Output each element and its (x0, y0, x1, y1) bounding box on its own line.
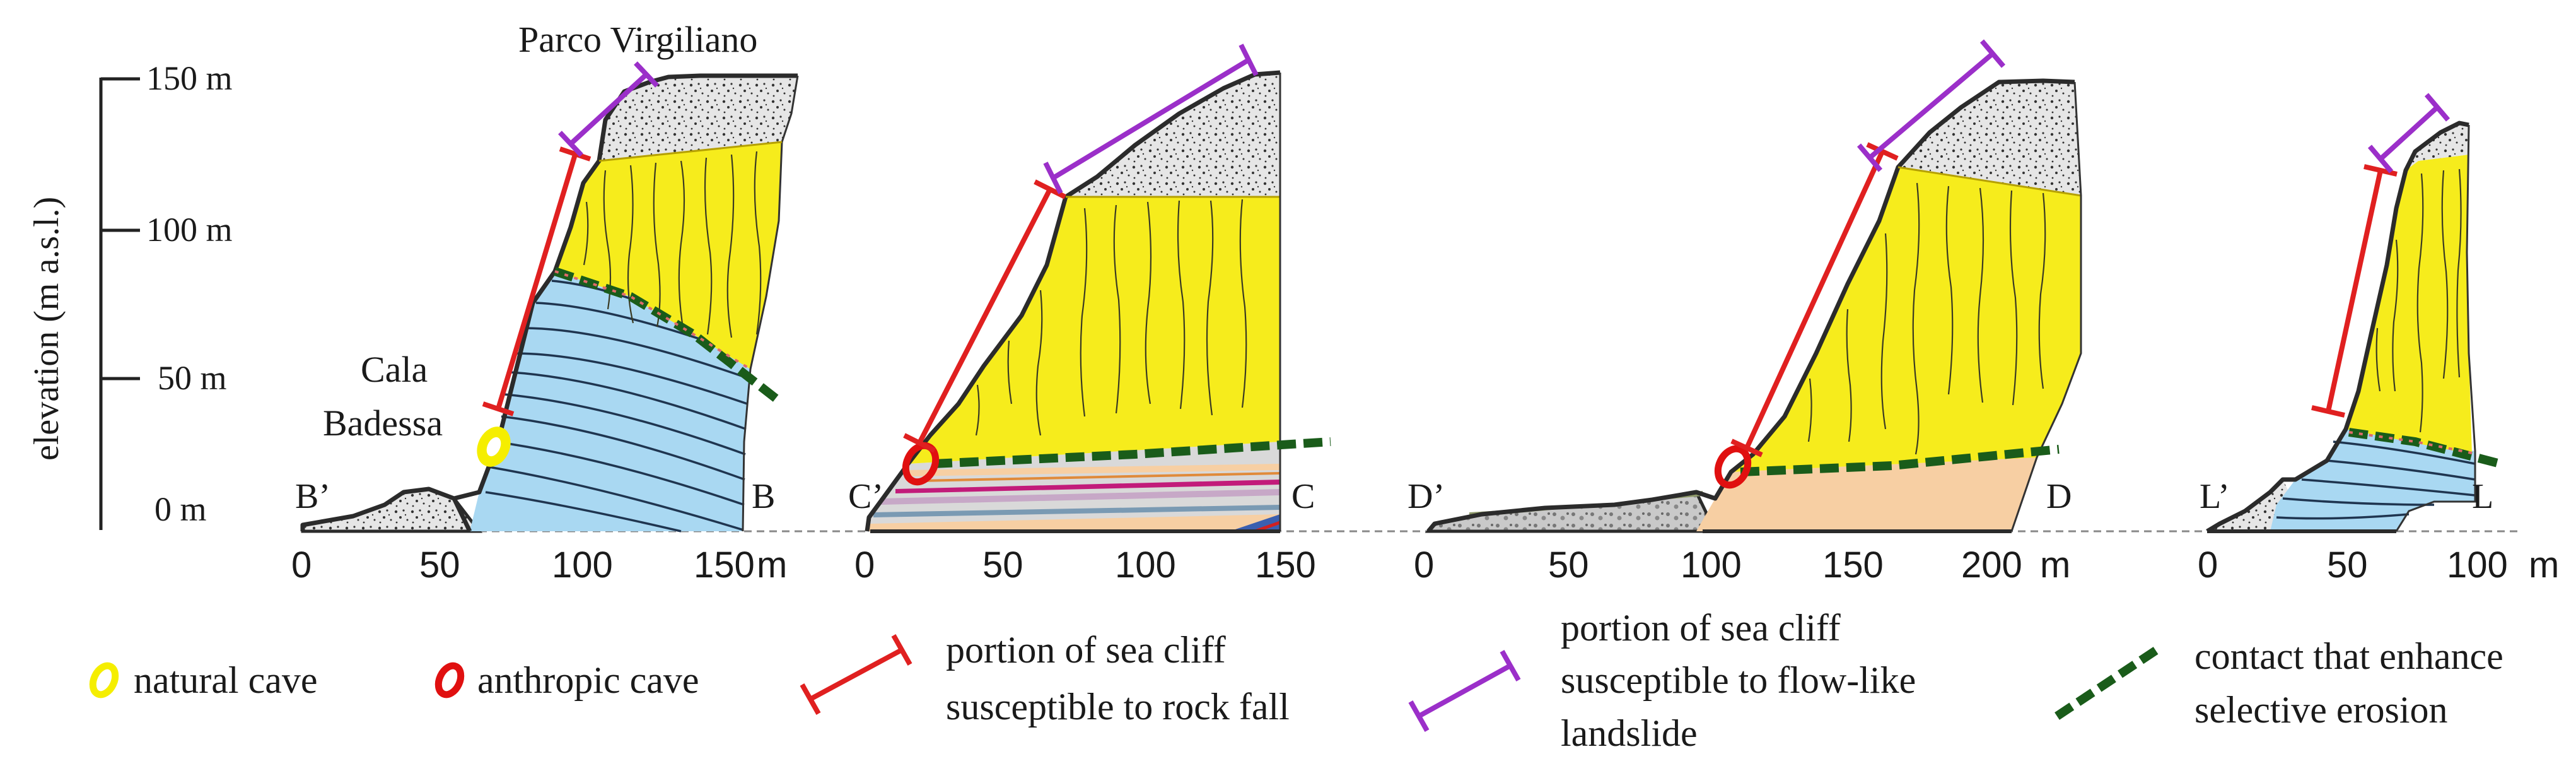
legend-natural-cave-label: natural cave (134, 659, 317, 701)
section-label-l-end: L (2472, 477, 2493, 516)
flow-bracket-l (2367, 93, 2451, 174)
section-label-l-start: L’ (2200, 477, 2230, 516)
y-tick-150: 150 m (146, 59, 233, 97)
flow-bracket-d (1856, 39, 2006, 172)
x-axis-l: 0 50 100 m (2198, 545, 2559, 586)
rockfall-bracket-d (1730, 142, 1899, 457)
legend-rock-fall: portion of sea cliff susceptible to rock… (800, 629, 1290, 728)
rockfall-bracket-l (2311, 164, 2398, 418)
place-parco-virgiliano: Parco Virgiliano (518, 19, 757, 60)
x-tick: 100 (2447, 545, 2508, 586)
section-d: D’ D 0 50 100 150 200 m (1407, 39, 2082, 586)
section-label-d-start: D’ (1407, 477, 1445, 516)
x-tick: 200 (1961, 545, 2022, 586)
legend-contact-line1: contact that enhance (2194, 635, 2503, 677)
x-tick: 100 (552, 545, 613, 586)
section-c: C’ C 0 50 100 150 (848, 44, 1331, 586)
x-unit: m (2529, 545, 2559, 586)
legend-flow-line1: portion of sea cliff (1561, 607, 1841, 649)
x-axis-c: 0 50 100 150 (854, 545, 1316, 586)
rock-fall-bracket-icon (800, 634, 912, 715)
x-tick: 50 (419, 545, 460, 586)
place-cala: Cala (361, 349, 428, 390)
y-tick-50: 50 m (158, 359, 227, 397)
rockfall-bracket-c (903, 179, 1066, 453)
section-l: L’ L 0 50 100 m (2198, 93, 2559, 586)
x-tick: 100 (1115, 545, 1176, 586)
legend-contact: contact that enhance selective erosion (2054, 635, 2503, 731)
section-label-c-end: C (1291, 477, 1315, 516)
x-axis-d: 0 50 100 150 200 m (1414, 545, 2070, 586)
legend-natural-cave: natural cave (89, 659, 317, 701)
x-axis-b: 0 50 100 150 m (291, 545, 787, 586)
x-tick: 50 (2327, 545, 2368, 586)
legend-anthropic-cave: anthropic cave (434, 659, 699, 701)
x-tick: 100 (1681, 545, 1742, 586)
y-tick-0: 0 m (154, 490, 207, 528)
section-b: Parco Virgiliano Cala Badessa B’ B 0 50 … (291, 19, 799, 586)
x-tick: 0 (854, 545, 875, 586)
x-tick: 0 (2198, 545, 2218, 586)
legend-rock-fall-line2: susceptible to rock fall (946, 686, 1290, 728)
section-label-b-end: B (752, 477, 775, 516)
section-label-c-start: C’ (848, 477, 883, 516)
legend-flow-line3: landslide (1561, 712, 1698, 754)
legend: natural cave anthropic cave portion of s… (89, 607, 2503, 754)
y-tick-100: 100 m (146, 211, 233, 249)
section-label-d-end: D (2046, 477, 2072, 516)
contact-dash-icon (2054, 646, 2159, 720)
natural-cave-icon (89, 662, 119, 698)
legend-anthropic-cave-label: anthropic cave (477, 659, 699, 701)
anthropic-cave-marker-d (1714, 445, 1752, 489)
y-axis-title: elevation (m a.s.l.) (27, 197, 66, 461)
flow-bracket-c (1043, 44, 1259, 194)
x-unit: m (757, 545, 787, 586)
x-tick: 150 (1255, 545, 1316, 586)
rockfall-bracket-b (482, 146, 592, 416)
y-axis: 150 m 100 m 50 m 0 m elevation (m a.s.l.… (27, 59, 233, 530)
x-tick: 0 (1414, 545, 1434, 586)
legend-flow-like: portion of sea cliff susceptible to flow… (1408, 607, 1916, 754)
legend-contact-line2: selective erosion (2194, 689, 2448, 731)
x-tick: 0 (291, 545, 312, 586)
flow-bracket-icon (1408, 650, 1521, 732)
anthropic-cave-icon (434, 662, 465, 698)
x-tick: 150 (1822, 545, 1884, 586)
place-badessa: Badessa (323, 403, 443, 444)
legend-rock-fall-line1: portion of sea cliff (946, 629, 1226, 671)
x-tick: 50 (982, 545, 1023, 586)
x-tick: 50 (1548, 545, 1589, 586)
x-tick: 150 (694, 545, 755, 586)
x-unit: m (2040, 545, 2070, 586)
legend-flow-line2: susceptible to flow-like (1561, 659, 1916, 701)
section-label-b-start: B’ (295, 477, 330, 516)
flow-bracket-b (558, 61, 659, 157)
